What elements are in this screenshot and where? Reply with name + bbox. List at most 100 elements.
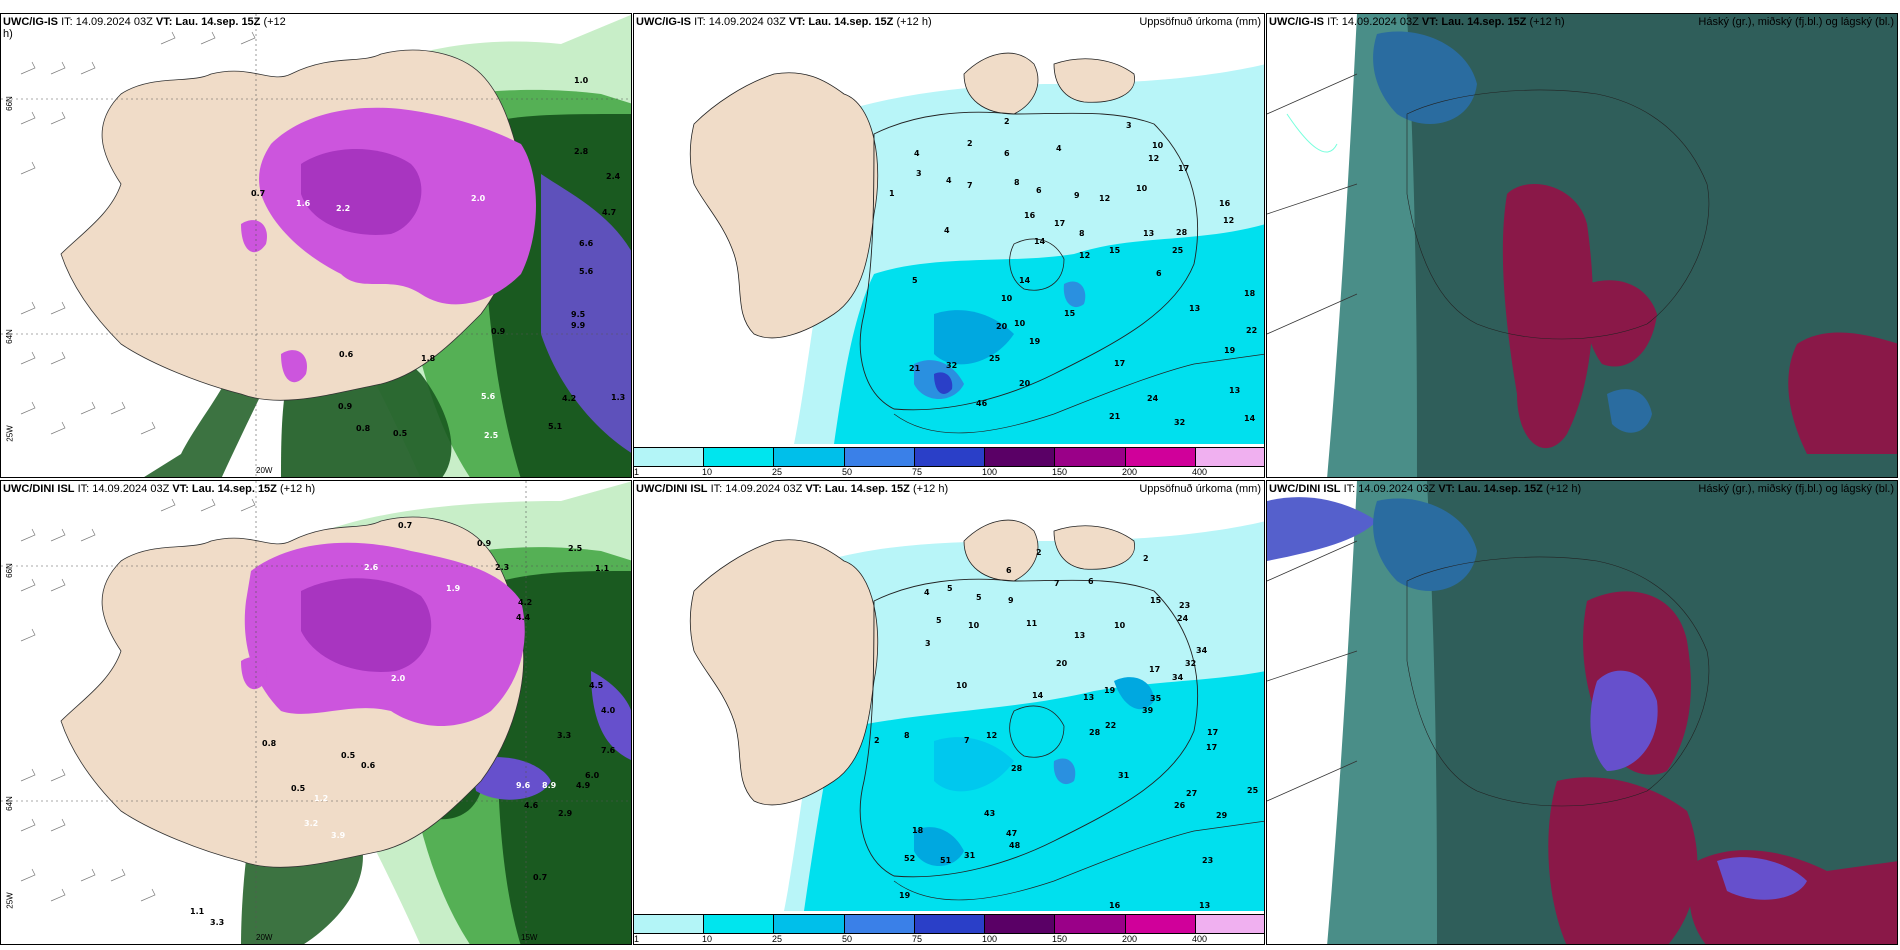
legend-swatch — [985, 915, 1056, 933]
value-label: 25 — [989, 354, 1001, 363]
value-label: 1.1 — [190, 907, 205, 916]
value-label: 5 — [912, 276, 918, 285]
value-label: 3.9 — [331, 831, 346, 840]
legend-tick: 100 — [982, 934, 998, 944]
value-label: 5 — [976, 593, 982, 602]
value-label: 46 — [976, 399, 988, 408]
value-label: 34 — [1196, 646, 1208, 655]
value-label: 14 — [1244, 414, 1256, 423]
value-label: 10 — [1001, 294, 1013, 303]
value-label: 0.9 — [477, 539, 492, 548]
value-label: 4 — [924, 588, 930, 597]
value-label: 3 — [925, 639, 931, 648]
value-label: 14 — [1019, 276, 1031, 285]
value-label: 51 — [940, 856, 952, 865]
value-label: 0.5 — [291, 784, 306, 793]
legend-tick: 200 — [1122, 934, 1138, 944]
lat-label: 25W — [5, 892, 15, 909]
legend-swatch — [634, 915, 705, 933]
wind-precip-map — [1, 14, 631, 477]
value-label: 4 — [946, 176, 952, 185]
lat-label: 64N — [4, 796, 14, 811]
value-label: 1.8 — [421, 354, 436, 363]
legend-swatch — [1195, 448, 1264, 466]
value-label: 11 — [1026, 619, 1038, 628]
value-label: 3 — [1126, 121, 1132, 130]
value-label: 32 — [1185, 659, 1197, 668]
legend-tick: 10 — [702, 467, 713, 477]
value-label: 7 — [964, 736, 970, 745]
value-label: 2 — [967, 139, 973, 148]
value-label: 10 — [1152, 141, 1164, 150]
value-label: 4.0 — [601, 706, 616, 715]
value-label: 0.6 — [339, 350, 354, 359]
value-label: 19 — [899, 891, 911, 900]
value-label: 32 — [946, 361, 958, 370]
value-label: 0.8 — [356, 424, 371, 433]
value-label: 6 — [1156, 269, 1162, 278]
legend-tick: 150 — [1052, 467, 1068, 477]
value-label: 12 — [1223, 216, 1235, 225]
value-label: 13 — [1143, 229, 1155, 238]
value-label: 6.6 — [579, 239, 594, 248]
legend-tick: 75 — [912, 934, 923, 944]
value-label: 29 — [1216, 811, 1228, 820]
value-label: 12 — [986, 731, 998, 740]
value-label: 10 — [956, 681, 968, 690]
value-label: 2 — [1004, 117, 1010, 126]
value-label: 8.9 — [542, 781, 557, 790]
value-label: 2.2 — [336, 204, 351, 213]
value-label: 31 — [964, 851, 976, 860]
legend-tick: 10 — [702, 934, 713, 944]
value-label: 0.7 — [398, 521, 413, 530]
value-label: 28 — [1011, 764, 1023, 773]
value-label: 6 — [1006, 566, 1012, 575]
legend-tick: 150 — [1052, 934, 1068, 944]
value-label: 13 — [1189, 304, 1201, 313]
value-label: 3.3 — [210, 918, 225, 927]
value-label: 17 — [1178, 164, 1190, 173]
legend-swatch — [844, 448, 915, 466]
panel-header: UWC/DINI ISL IT: 14.09.2024 03Z VT: Lau.… — [636, 483, 949, 495]
cloud-cover-map — [1267, 14, 1897, 477]
value-label: 8 — [904, 731, 910, 740]
precip-accum-map — [634, 481, 1264, 944]
value-label: 6 — [1036, 186, 1042, 195]
value-label: 10 — [1014, 319, 1026, 328]
value-label: 13 — [1199, 901, 1211, 910]
value-label: 0.8 — [262, 739, 277, 748]
value-label: 12 — [1079, 251, 1091, 260]
legend-swatch — [1125, 448, 1196, 466]
lon-label: 15W — [521, 933, 538, 942]
value-label: 4.9 — [576, 781, 591, 790]
value-label: 31 — [1118, 771, 1130, 780]
panel-header: UWC/DINI ISL IT: 14.09.2024 03Z VT: Lau.… — [1269, 483, 1582, 495]
legend-tick: 400 — [1192, 934, 1208, 944]
panel-title: Uppsöfnuð úrkoma (mm) — [1139, 16, 1261, 28]
legend-swatch — [1125, 915, 1196, 933]
panel-bottom-left: UWC/DINI ISL IT: 14.09.2024 03Z VT: Lau.… — [0, 480, 632, 945]
legend-swatch — [844, 915, 915, 933]
value-label: 10 — [1114, 621, 1126, 630]
legend-swatch — [985, 448, 1056, 466]
value-label: 1.3 — [611, 393, 626, 402]
value-label: 8 — [1014, 178, 1020, 187]
value-label: 3 — [916, 169, 922, 178]
value-label: 2 — [1143, 554, 1149, 563]
value-label: 6 — [1004, 149, 1010, 158]
value-label: 21 — [1109, 412, 1121, 421]
value-label: 0.5 — [393, 429, 408, 438]
legend-swatch — [914, 915, 986, 933]
value-label: 13 — [1229, 386, 1241, 395]
value-label: 2.9 — [558, 809, 573, 818]
value-label: 17 — [1206, 743, 1218, 752]
value-label: 20 — [1056, 659, 1068, 668]
value-label: 9.9 — [571, 321, 586, 330]
legend-swatch — [774, 915, 845, 933]
panel-bottom-right: UWC/DINI ISL IT: 14.09.2024 03Z VT: Lau.… — [1266, 480, 1898, 945]
value-label: 17 — [1207, 728, 1219, 737]
value-label: 19 — [1029, 337, 1041, 346]
value-label: 34 — [1172, 673, 1184, 682]
lon-label: 20W — [256, 466, 273, 475]
legend-tick: 1 — [634, 467, 640, 477]
